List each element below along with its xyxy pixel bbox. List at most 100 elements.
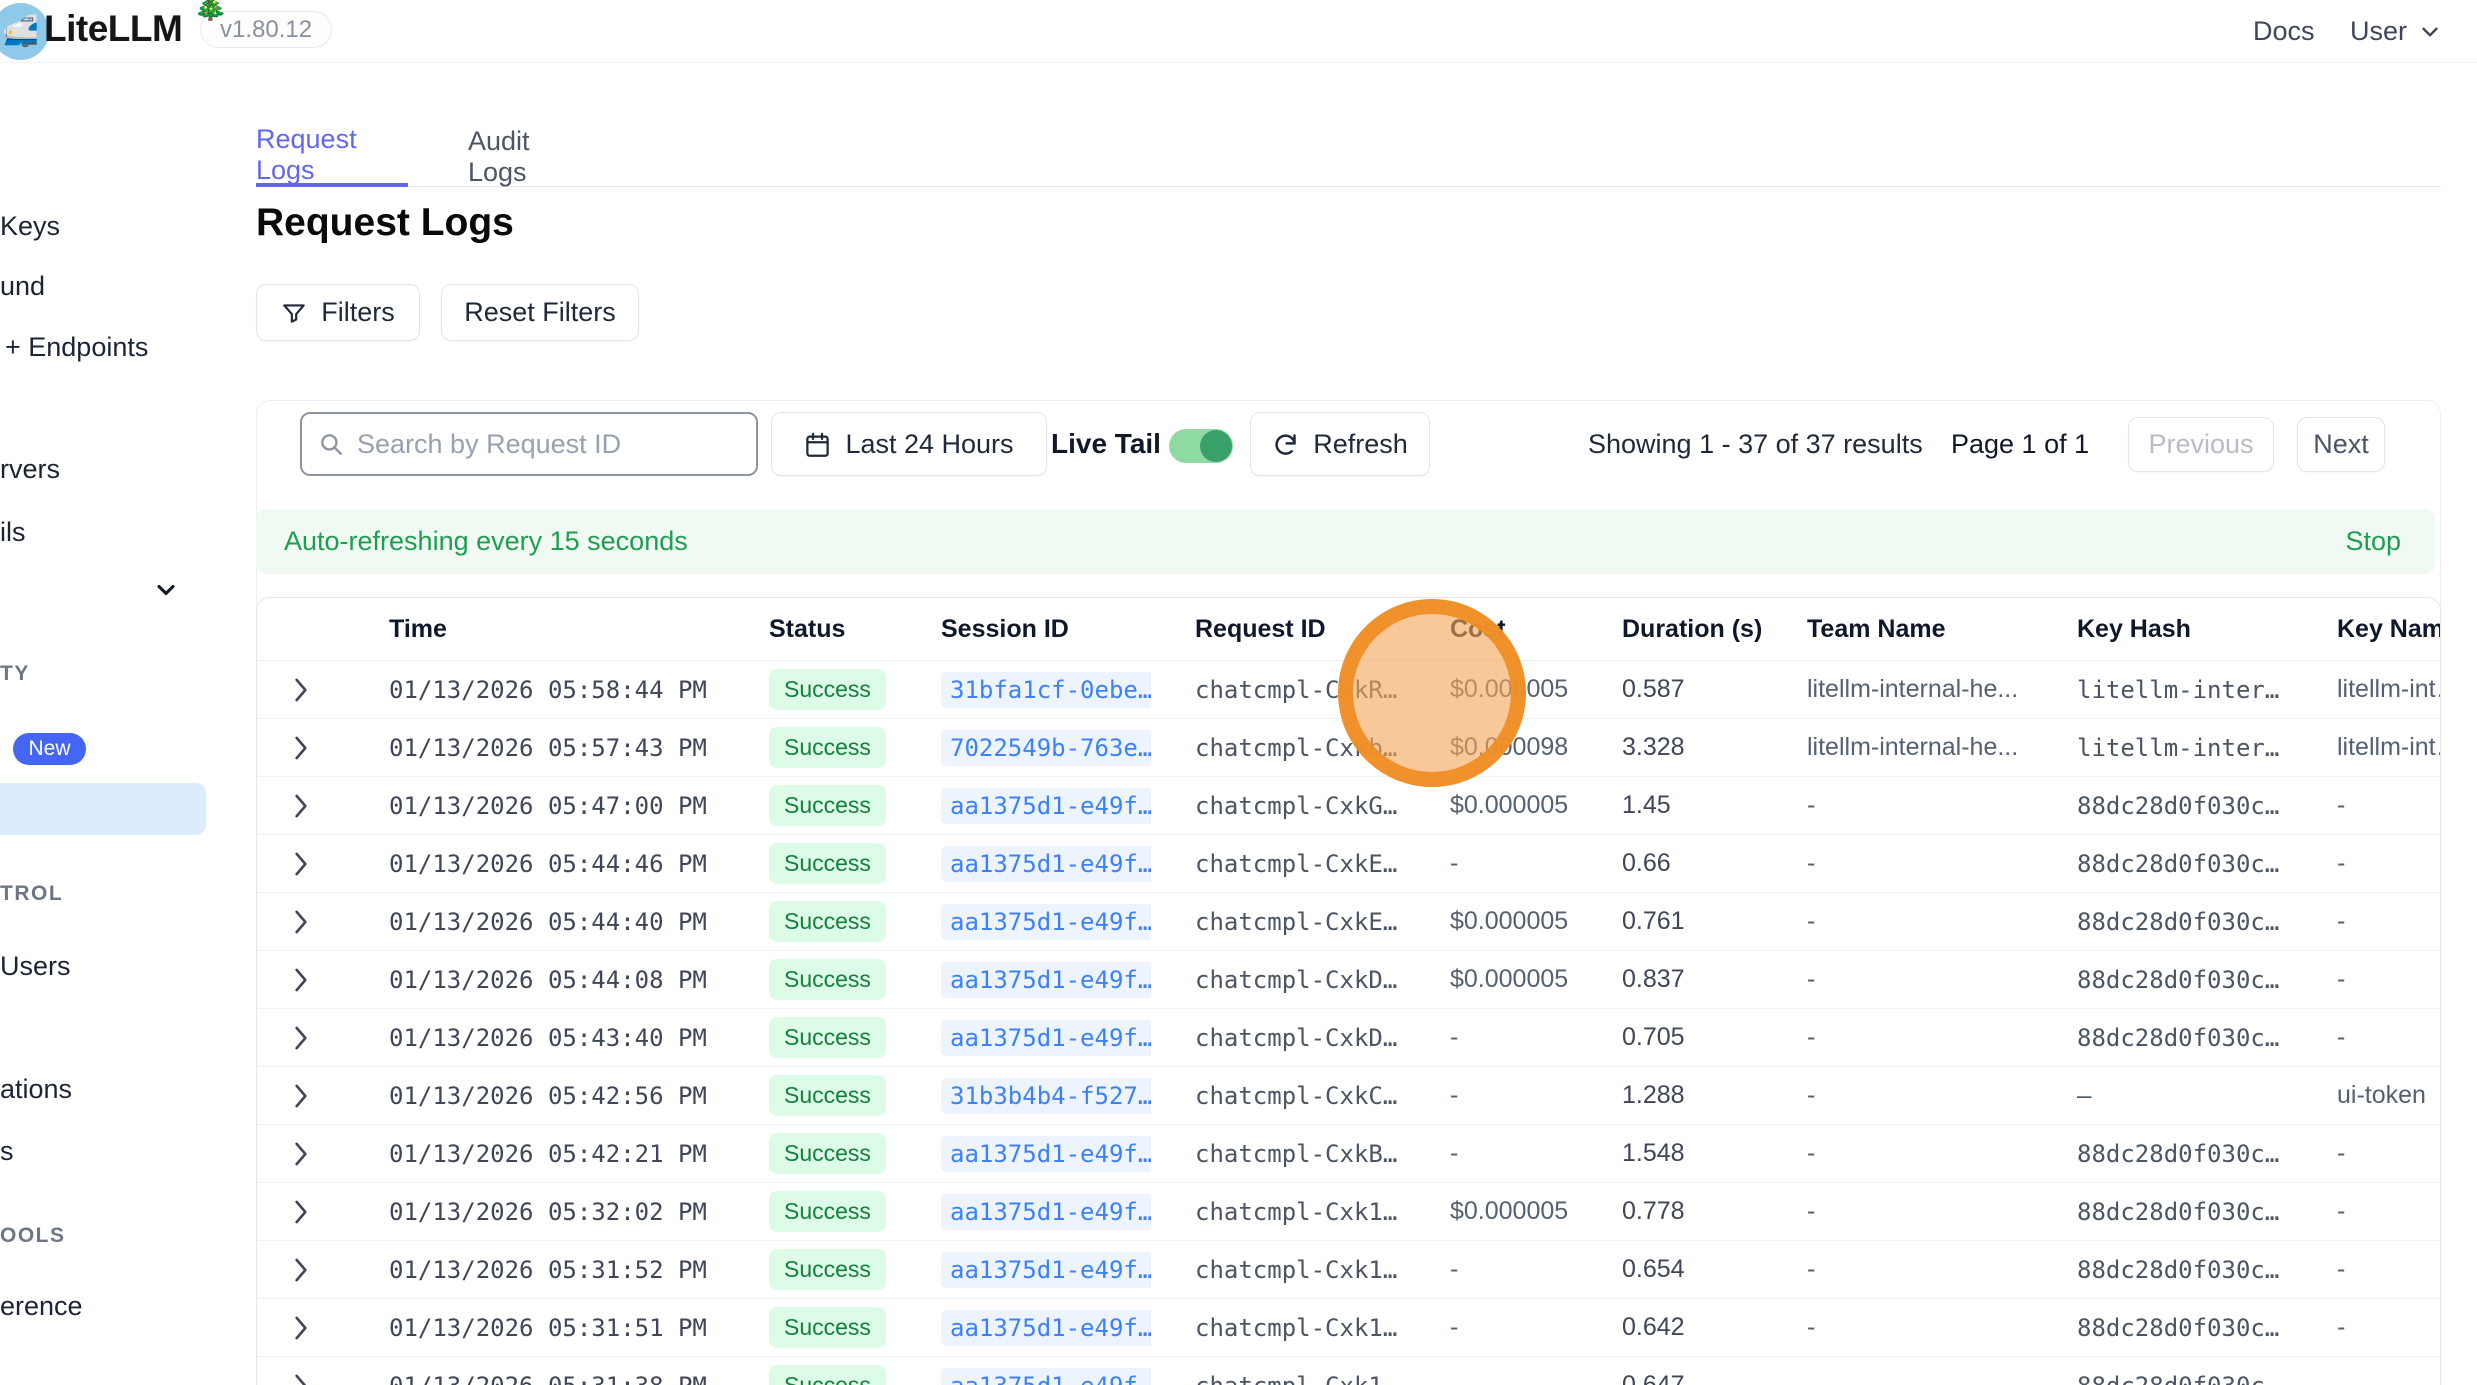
row-expander[interactable] <box>257 661 345 718</box>
reset-filters-label: Reset Filters <box>464 297 616 327</box>
table-row[interactable]: 01/13/2026 05:44:08 PM Success aa1375d1-… <box>257 951 2440 1009</box>
table-row[interactable]: 01/13/2026 05:47:00 PM Success aa1375d1-… <box>257 777 2440 835</box>
status-cell: Success <box>725 1183 897 1240</box>
cost-cell: $0.000005 <box>1450 791 1569 819</box>
key-hash-cell: 88dc28d0f030c… <box>2077 1313 2280 1342</box>
status-badge: Success <box>769 669 886 710</box>
live-tail-toggle[interactable] <box>1169 429 1233 463</box>
page-title: Request Logs <box>256 201 514 244</box>
table-header-row: Time Status Session ID Request ID Cost D… <box>257 598 2440 661</box>
table-row[interactable]: 01/13/2026 05:32:02 PM Success aa1375d1-… <box>257 1183 2440 1241</box>
session-id-link[interactable]: aa1375d1-e49f… <box>941 1135 1151 1172</box>
row-expander[interactable] <box>257 777 345 834</box>
table-row[interactable]: 01/13/2026 05:58:44 PM Success 31bfa1cf-… <box>257 661 2440 719</box>
session-id-link[interactable]: aa1375d1-e49f… <box>941 1309 1151 1346</box>
table-row[interactable]: 01/13/2026 05:31:38 PM Success aa1375d1-… <box>257 1357 2440 1385</box>
sidebar-collapse-chevron-icon[interactable] <box>152 576 180 604</box>
table-row[interactable]: 01/13/2026 05:43:40 PM Success aa1375d1-… <box>257 1009 2440 1067</box>
row-expander[interactable] <box>257 719 345 776</box>
request-id-cell: chatcmpl-Cxk1… <box>1195 1313 1398 1342</box>
duration-cell: 0.761 <box>1622 907 1685 935</box>
sidebar-item-guardrails[interactable]: ils <box>0 517 26 547</box>
session-id-link[interactable]: 31b3b4b4-f527… <box>941 1077 1151 1114</box>
funnel-icon <box>281 300 307 326</box>
key-name-cell: - <box>2337 849 2346 877</box>
table-row[interactable]: 01/13/2026 05:31:52 PM Success aa1375d1-… <box>257 1241 2440 1299</box>
chevron-right-icon <box>295 910 307 933</box>
row-expander[interactable] <box>257 1125 345 1182</box>
session-cell: aa1375d1-e49f… <box>897 951 1151 1008</box>
filters-button[interactable]: Filters <box>256 284 420 341</box>
row-expander[interactable] <box>257 1183 345 1240</box>
sidebar-section-control: TROL <box>0 882 64 905</box>
nav-docs-link[interactable]: Docs <box>2253 16 2315 46</box>
session-id-link[interactable]: aa1375d1-e49f… <box>941 903 1151 940</box>
status-cell: Success <box>725 1009 897 1066</box>
session-id-link[interactable]: 7022549b-763e… <box>941 729 1151 766</box>
request-id-cell: chatcmpl-Cxkb… <box>1195 733 1398 762</box>
time-cell: 01/13/2026 05:47:00 PM <box>389 791 707 820</box>
header-duration: Duration (s) <box>1622 614 1763 643</box>
chevron-right-icon <box>295 678 307 701</box>
table-row[interactable]: 01/13/2026 05:44:46 PM Success aa1375d1-… <box>257 835 2440 893</box>
reset-filters-button[interactable]: Reset Filters <box>441 284 639 341</box>
sidebar-item-logs-selected[interactable] <box>0 783 206 835</box>
status-badge: Success <box>769 1075 886 1116</box>
status-cell: Success <box>725 1125 897 1182</box>
session-id-link[interactable]: aa1375d1-e49f… <box>941 1367 1151 1385</box>
sidebar-item-reference[interactable]: erence <box>0 1291 83 1321</box>
duration-cell: 0.587 <box>1622 675 1685 703</box>
sidebar-item-models-endpoints[interactable]: + Endpoints <box>5 332 149 362</box>
session-id-link[interactable]: aa1375d1-e49f… <box>941 1019 1151 1056</box>
stop-auto-refresh-link[interactable]: Stop <box>2345 526 2401 556</box>
request-id-cell: chatcmpl-CxkC… <box>1195 1081 1398 1110</box>
nav-user-menu[interactable]: User <box>2350 0 2443 63</box>
table-row[interactable]: 01/13/2026 05:42:56 PM Success 31b3b4b4-… <box>257 1067 2440 1125</box>
tab-audit-logs[interactable]: Audit Logs <box>468 126 530 187</box>
cost-cell: - <box>1450 1371 1459 1385</box>
row-expander[interactable] <box>257 1241 345 1298</box>
status-badge: Success <box>769 1249 886 1290</box>
key-hash-cell: 88dc28d0f030c… <box>2077 1255 2280 1284</box>
sidebar-item-users[interactable]: Users <box>0 951 71 981</box>
user-menu-label: User <box>2350 16 2408 46</box>
refresh-button[interactable]: Refresh <box>1250 412 1430 476</box>
header-request-id: Request ID <box>1195 614 1326 643</box>
table-row[interactable]: 01/13/2026 05:44:40 PM Success aa1375d1-… <box>257 893 2440 951</box>
row-expander[interactable] <box>257 1299 345 1356</box>
row-expander[interactable] <box>257 1009 345 1066</box>
table-row[interactable]: 01/13/2026 05:57:43 PM Success 7022549b-… <box>257 719 2440 777</box>
sidebar-item-keys[interactable]: Keys <box>0 211 61 241</box>
status-cell: Success <box>725 835 897 892</box>
row-expander[interactable] <box>257 1067 345 1124</box>
key-name-cell: - <box>2337 1371 2346 1385</box>
session-id-link[interactable]: 31bfa1cf-0ebe… <box>941 671 1151 708</box>
sidebar-item-teams[interactable]: s <box>0 1136 14 1166</box>
row-expander[interactable] <box>257 951 345 1008</box>
session-id-link[interactable]: aa1375d1-e49f… <box>941 845 1151 882</box>
table-row[interactable]: 01/13/2026 05:31:51 PM Success aa1375d1-… <box>257 1299 2440 1357</box>
row-expander[interactable] <box>257 835 345 892</box>
status-badge: Success <box>769 1191 886 1232</box>
sidebar-item-servers[interactable]: rvers <box>0 454 60 484</box>
session-id-link[interactable]: aa1375d1-e49f… <box>941 961 1151 998</box>
search-input[interactable] <box>357 428 740 460</box>
duration-cell: 1.45 <box>1622 791 1671 819</box>
session-id-link[interactable]: aa1375d1-e49f… <box>941 1251 1151 1288</box>
team-name-cell: - <box>1807 1371 1816 1385</box>
time-range-button[interactable]: Last 24 Hours <box>771 412 1047 476</box>
sidebar-item-organizations[interactable]: ations <box>0 1074 73 1104</box>
row-expander[interactable] <box>257 893 345 950</box>
time-cell: 01/13/2026 05:42:21 PM <box>389 1139 707 1168</box>
key-name-cell: - <box>2337 1255 2346 1283</box>
row-expander[interactable] <box>257 1357 345 1385</box>
session-id-link[interactable]: aa1375d1-e49f… <box>941 1193 1151 1230</box>
chevron-down-icon <box>2417 19 2443 45</box>
previous-page-button[interactable]: Previous <box>2128 417 2274 472</box>
previous-label: Previous <box>2148 429 2254 459</box>
table-row[interactable]: 01/13/2026 05:42:21 PM Success aa1375d1-… <box>257 1125 2440 1183</box>
tab-request-logs[interactable]: Request Logs <box>256 124 408 187</box>
session-id-link[interactable]: aa1375d1-e49f… <box>941 787 1151 824</box>
sidebar-item-playground[interactable]: und <box>0 271 46 301</box>
next-page-button[interactable]: Next <box>2297 417 2385 472</box>
